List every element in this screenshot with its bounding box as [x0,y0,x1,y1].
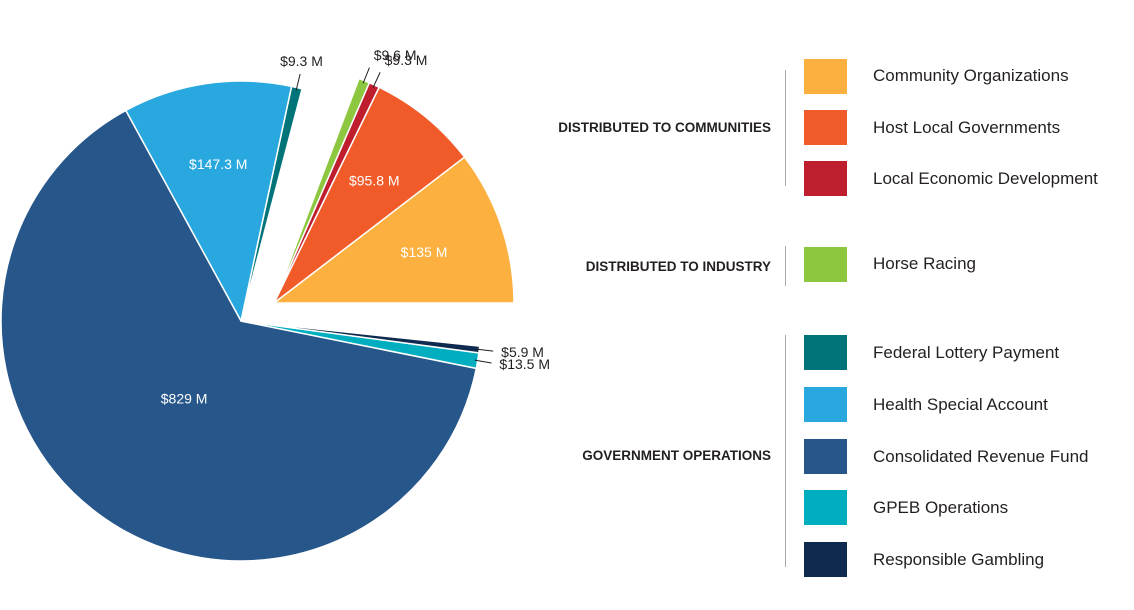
legend-group-divider-industry [785,246,786,286]
legend-swatch-host-local-governments [804,110,847,145]
legend-swatch-responsible-gambling [804,542,847,577]
legend-swatch-community-organizations [804,59,847,94]
pie-label-federal-lottery-payment: $9.3 M [280,53,323,69]
legend-swatch-consolidated-revenue-fund [804,439,847,474]
legend-label-gpeb-operations: GPEB Operations [873,498,1009,517]
legend-label-health-special-account: Health Special Account [873,395,1048,414]
legend-swatch-horse-racing [804,247,847,282]
pie-slice-health-special-account [125,80,293,322]
pie-label-responsible-gambling: $5.9 M [501,344,544,360]
legend-swatch-gpeb-operations [804,490,847,525]
legend-label-responsible-gambling: Responsible Gambling [873,550,1045,569]
pie-leader-gpeb-operations [474,359,492,364]
legend-group-divider-communities [785,70,786,186]
legend-label-local-economic-development: Local Economic Development [873,169,1098,188]
pie-label-consolidated-revenue-fund: $829 M [161,390,208,406]
pie-slice-community-organizations [273,156,515,304]
pie-label-host-local-governments: $95.8 M [349,172,400,188]
legend-group-divider-government [785,335,786,567]
legend-swatch-federal-lottery-payment [804,335,847,370]
legend-label-horse-racing: Horse Racing [873,254,976,273]
pie-leader-horse-racing [362,67,370,84]
pie-leader-local-economic-development [372,72,381,88]
legend-group-title-communities: DISTRIBUTED TO COMMUNITIES [558,120,771,135]
legend-label-host-local-governments: Host Local Governments [873,118,1061,137]
pie-label-local-economic-development: $9.3 M [385,52,428,68]
pie-label-gpeb-operations: $13.5 M [499,356,550,372]
legend-label-consolidated-revenue-fund: Consolidated Revenue Fund [873,447,1089,466]
pie-leader-responsible-gambling [476,348,494,352]
legend-label-community-organizations: Community Organizations [873,66,1069,85]
legend-group-title-industry: DISTRIBUTED TO INDUSTRY [585,259,771,274]
legend-group-title-government: GOVERNMENT OPERATIONS [582,448,771,463]
legend-swatch-health-special-account [804,387,847,422]
pie-leader-federal-lottery-payment [295,73,301,91]
pie-label-horse-racing: $9.6 M [374,47,417,63]
pie-label-community-organizations: $135 M [401,244,448,260]
legend-swatch-local-economic-development [804,161,847,196]
pie-label-health-special-account: $147.3 M [189,156,247,172]
pie-slice-host-local-governments [273,86,466,304]
pie-slice-consolidated-revenue-fund [0,109,478,562]
legend-label-federal-lottery-payment: Federal Lottery Payment [873,343,1060,362]
